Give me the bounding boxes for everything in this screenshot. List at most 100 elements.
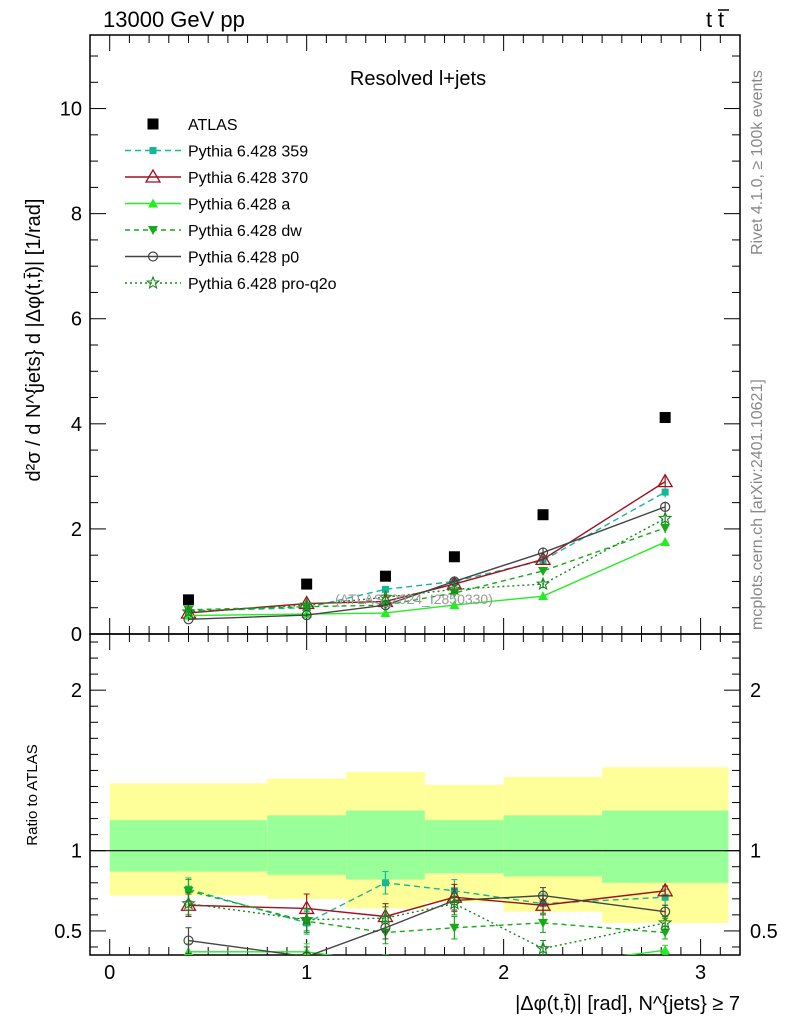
ratio-frame	[89, 633, 741, 956]
y-tick-label-main: 2	[71, 519, 82, 541]
ratio-point-3	[449, 923, 460, 933]
data-point-atlas	[537, 509, 549, 521]
main-point-2	[660, 537, 671, 547]
legend-marker-atlas	[147, 118, 159, 130]
data-point-atlas	[448, 551, 460, 563]
band-inner-4	[503, 815, 603, 877]
ratio-series-5	[181, 891, 673, 955]
y-tick-label-main: 6	[71, 309, 82, 331]
data-point-atlas	[659, 412, 671, 424]
ratio-point-1	[657, 882, 674, 897]
ratio-point-2	[538, 961, 548, 970]
main-point-1	[534, 551, 552, 566]
y-tick-label-ratio: 2	[71, 680, 82, 702]
main-point-1	[657, 473, 674, 488]
ratio-panel: 0 1 2 3 0.5 0.5 1 1 2 2	[54, 633, 778, 984]
main-point-0	[661, 488, 669, 496]
band-inner-1	[267, 815, 347, 875]
ratio-series-2	[183, 943, 671, 970]
data-point-atlas	[379, 570, 391, 582]
legend-label-atlas: ATLAS	[188, 117, 238, 134]
ratio-point-0	[661, 893, 669, 901]
main-point-4	[537, 547, 549, 558]
header-right-t: t	[706, 7, 712, 32]
y-tick-label-main: 0	[71, 624, 82, 646]
main-point-5	[657, 510, 673, 525]
band-inner-5	[602, 810, 729, 883]
main-point-5	[447, 581, 462, 596]
y-tick-label-ratio-right: 1	[750, 841, 761, 863]
ratio-point-3	[183, 886, 194, 896]
y-axis-label-ratio: Ratio to ATLAS	[24, 744, 41, 845]
main-point-4	[380, 600, 391, 611]
x-tick-label: 2	[498, 962, 509, 984]
ratio-point-5	[535, 941, 551, 955]
header-right: t t	[706, 7, 729, 32]
ratio-point-1	[534, 896, 552, 911]
legend-label-0: Pythia 6.428 359	[188, 144, 308, 161]
legend-marker-5	[145, 275, 161, 290]
main-point-4	[301, 609, 312, 621]
y-tick-label-ratio-right: 0.5	[750, 921, 778, 943]
data-point-atlas	[301, 578, 313, 590]
ratio-point-2	[660, 945, 671, 955]
main-point-5	[535, 576, 551, 591]
ratio-line-3	[188, 890, 666, 934]
legend-label-1: Pythia 6.428 370	[188, 170, 308, 187]
legend: ATLAS Pythia 6.428 359 Pythia 6.428 370 Pyt…	[125, 117, 337, 293]
ratio-point-4	[301, 951, 312, 955]
main-panel: 0 2 4 6 8 10	[60, 34, 741, 646]
ratio-point-5	[378, 910, 393, 925]
legend-marker-1	[144, 168, 162, 183]
main-line-0	[188, 491, 666, 612]
ratio-point-5	[657, 915, 673, 930]
header-left: 13000 GeV pp	[103, 7, 245, 32]
y-tick-label-ratio: 1	[71, 841, 82, 863]
ratio-point-2	[449, 961, 459, 970]
y-axis-label-main: d²σ / d N^{jets} d |Δφ(t,t̄)| [1/rad]	[23, 199, 45, 482]
ratio-point-4	[537, 890, 549, 901]
ratio-point-2	[380, 958, 390, 967]
main-point-0	[381, 585, 389, 593]
ratio-line-4	[188, 894, 666, 955]
main-point-2	[538, 591, 549, 601]
side-label-top: Rivet 4.1.0, ≥ 100k events	[749, 70, 766, 255]
main-line-4	[188, 506, 666, 620]
ratio-point-5	[181, 896, 196, 910]
main-point-5	[378, 589, 393, 604]
main-point-3	[660, 523, 671, 533]
legend-marker-4	[147, 251, 159, 262]
main-series-5	[181, 510, 673, 619]
chart-title: Resolved l+jets	[350, 68, 486, 90]
data-point-atlas	[182, 594, 194, 606]
legend-label-5: Pythia 6.428 pro-q2o	[188, 276, 337, 293]
main-series-4	[183, 501, 671, 625]
main-line-3	[188, 527, 666, 611]
y-tick-label-main: 10	[60, 99, 82, 121]
ratio-line-2	[188, 949, 666, 955]
ratio-series-group	[180, 871, 674, 970]
y-tick-label-main: 4	[71, 414, 82, 436]
side-label-bottom: mcplots.cern.ch [arXiv:2401.10621]	[749, 379, 766, 630]
band-inner-2	[346, 810, 425, 880]
ratio-point-5	[447, 896, 462, 910]
ratio-point-4	[183, 935, 194, 946]
ratio-point-5	[299, 912, 314, 926]
analysis-watermark: (ATLAS_2024_I2850330)	[335, 591, 493, 607]
legend-marker-3	[148, 226, 158, 235]
main-line-2	[188, 541, 666, 617]
band-inner-0	[109, 820, 268, 872]
legend-label-4: Pythia 6.428 p0	[188, 250, 299, 267]
legend-label-2: Pythia 6.428 a	[188, 197, 290, 214]
y-tick-label-ratio: 0.5	[54, 921, 82, 943]
header-right-tbar: t	[718, 7, 724, 32]
main-point-2	[449, 600, 460, 610]
x-tick-label: 0	[104, 962, 115, 984]
ratio-line-1	[188, 890, 666, 918]
x-axis-label: |Δφ(t,t̄)| [rad], N^{jets} ≥ 7	[515, 993, 740, 1015]
main-point-3	[538, 566, 549, 576]
y-tick-label-main: 8	[71, 204, 82, 226]
ratio-point-3	[538, 918, 549, 928]
main-point-2	[380, 607, 391, 617]
